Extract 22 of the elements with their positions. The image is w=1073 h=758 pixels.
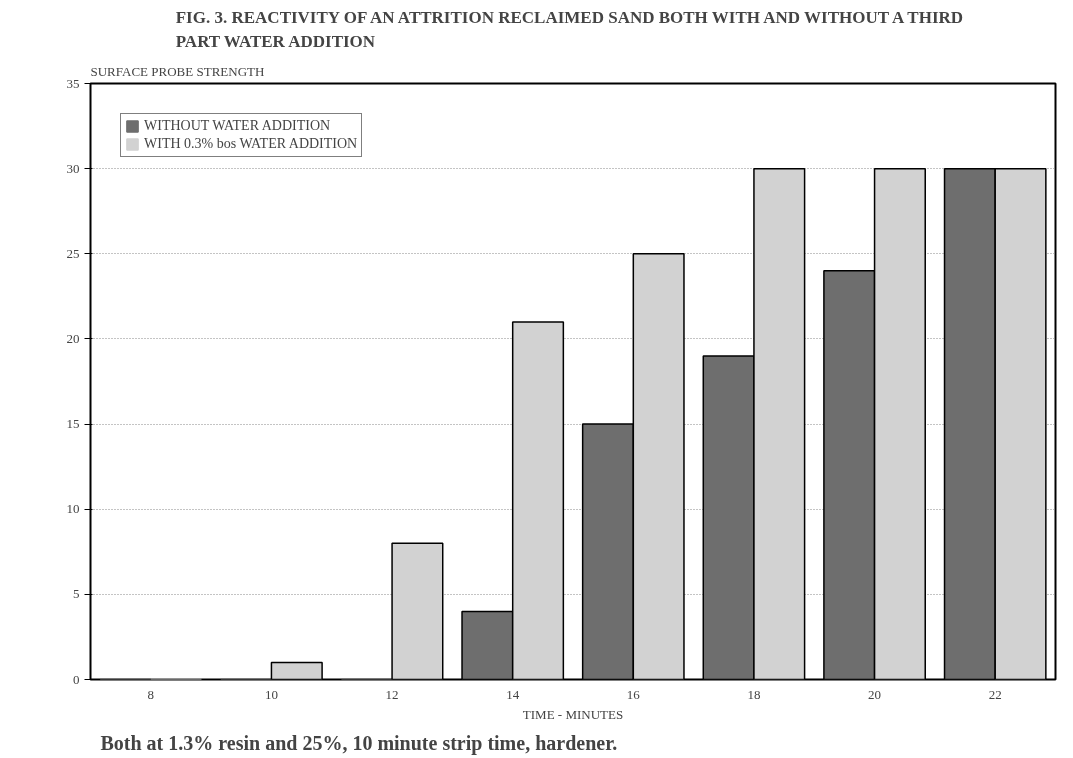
- y-tick-label: 25: [66, 245, 80, 261]
- y-tick-label: 5: [73, 586, 80, 602]
- x-tick-label: 8: [147, 686, 155, 702]
- y-tick-label: 0: [73, 671, 80, 687]
- x-tick-label: 18: [747, 686, 761, 702]
- chart-title: FIG. 3. REACTIVITY OF AN ATTRITION RECLAIMED SAND BOTH WITH AND WITHOUT A THIRD PART WATER ADDITION: [175, 7, 964, 52]
- x-tick-label: 10: [264, 686, 278, 702]
- y-tick-label: 10: [66, 501, 80, 517]
- y-tick-label: 20: [66, 330, 80, 346]
- y-tick-label: 35: [66, 75, 80, 91]
- text: Both at 1.3% resin and 25%, 10 minute strip time, hardener.: [100, 731, 618, 755]
- x-tick-label: 16: [626, 686, 641, 702]
- y-axis-title: SURFACE PROBE STRENGTH: [90, 63, 265, 79]
- x-tick-label: 12: [385, 686, 399, 702]
- x-tick-label: 14: [506, 686, 520, 702]
- x-tick-label: 22: [988, 686, 1002, 702]
- y-tick-label: 30: [66, 160, 80, 176]
- y-tick-label: 15: [66, 416, 80, 432]
- legend-label: WITHOUT WATER ADDITION: [144, 118, 331, 134]
- legend-label: WITH 0.3% bos WATER ADDITION: [144, 136, 358, 152]
- x-tick-label: 20: [868, 686, 882, 702]
- x-axis-title: TIME - MINUTES: [522, 706, 624, 722]
